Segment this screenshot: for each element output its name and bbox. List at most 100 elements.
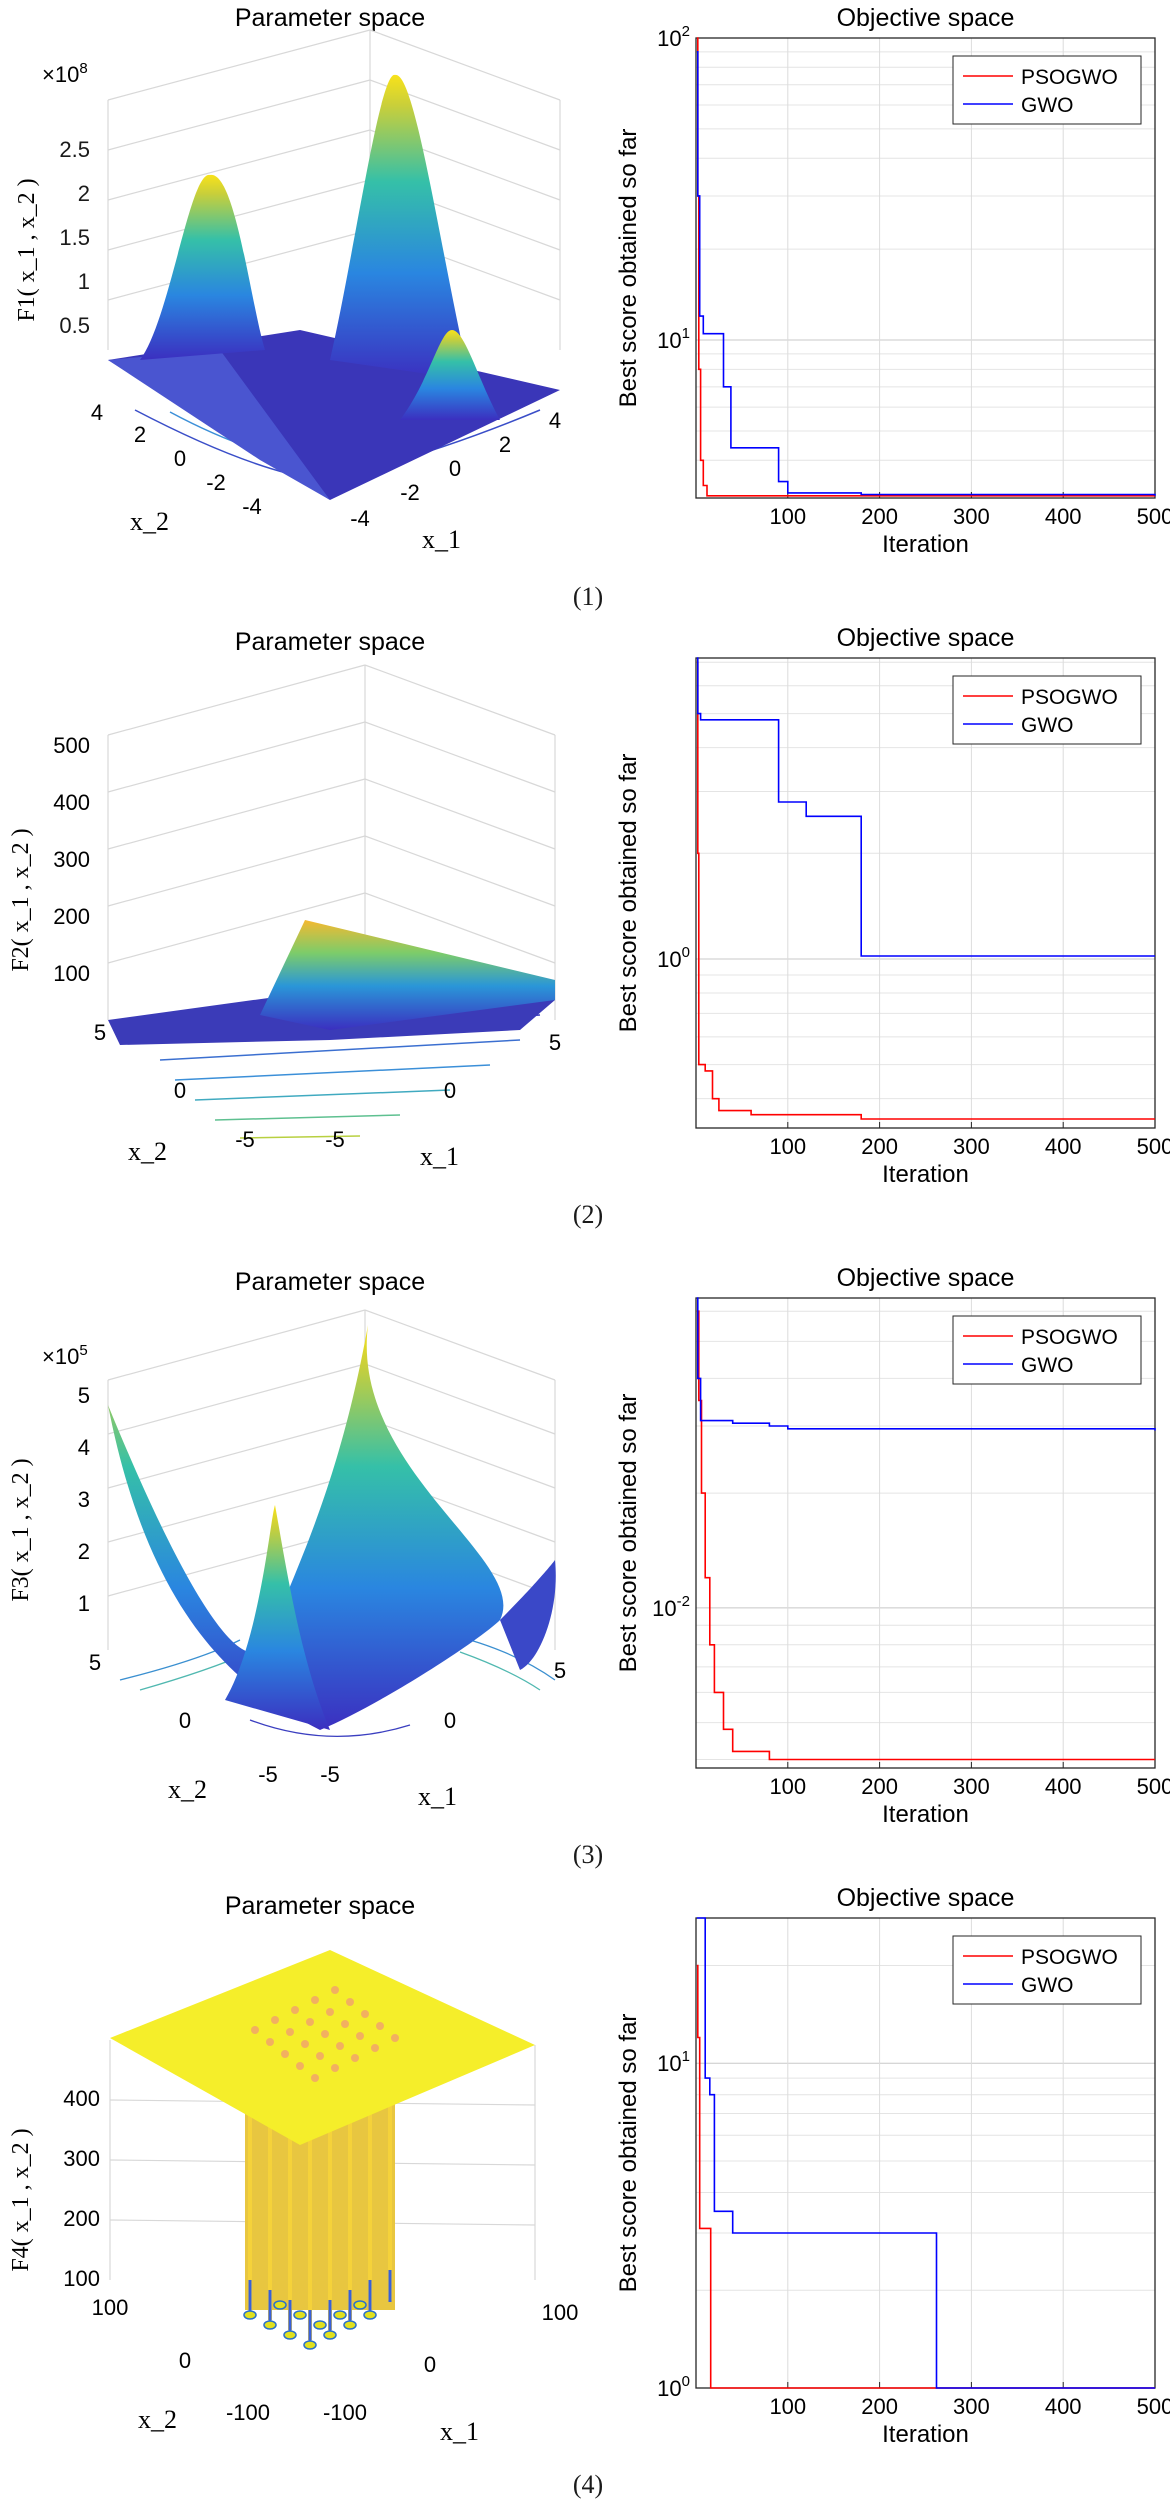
legend-label: PSOGWO: [1021, 66, 1118, 89]
z-axis-label: F4( x_1 , x_2 ): [8, 2128, 34, 2271]
plane-holes: [251, 1986, 399, 2082]
legend-label: GWO: [1021, 94, 1074, 117]
svg-text:300: 300: [53, 847, 90, 872]
svg-text:500: 500: [53, 733, 90, 758]
x-ticks: -4 -2 0 2 4: [350, 408, 561, 531]
svg-text:0: 0: [444, 1078, 456, 1103]
y-ticks: 5 0 -5: [89, 1650, 278, 1787]
surface-plot-f1: Parameter space ×108: [14, 4, 561, 554]
svg-text:100: 100: [53, 961, 90, 986]
svg-text:0: 0: [449, 456, 461, 481]
y-axis-label: Best score obtained so far: [615, 2014, 642, 2293]
x-tick-label: 200: [861, 1134, 898, 1159]
surface-peak: [140, 174, 265, 360]
svg-text:5: 5: [549, 1030, 561, 1055]
z-ticks: 500 400 300 200 100: [53, 733, 90, 986]
series-line-psogwo: [696, 661, 1155, 1120]
z-exponent: ×105: [42, 1342, 88, 1369]
svg-text:0: 0: [174, 446, 186, 471]
objective-plot-1: Objective space 100 200 300 400 500 101 102 Iter…: [615, 4, 1170, 558]
svg-text:100: 100: [92, 2295, 129, 2320]
z-ticks: 2.5 2 1.5 1 0.5: [59, 137, 90, 338]
svg-text:-5: -5: [320, 1762, 340, 1787]
y-tick-label: 100: [657, 944, 690, 972]
y-axis-label: Best score obtained so far: [615, 129, 642, 408]
legend-label: GWO: [1021, 1354, 1074, 1377]
svg-text:300: 300: [63, 2146, 100, 2171]
x-tick-label: 400: [1045, 1774, 1082, 1799]
x-ticks: -100 0 100: [323, 2300, 578, 2425]
y-tick-label: 10-2: [652, 1593, 690, 1621]
svg-text:-2: -2: [206, 470, 226, 495]
objective-plot-2: Objective space 100 200 300 400 500 100 Iterati…: [615, 624, 1170, 1188]
svg-text:5: 5: [78, 1383, 90, 1408]
objective-plot-4: Objective space 100 200 300 400 500 100 101 Iter…: [615, 1884, 1170, 2448]
series-line-gwo: [696, 657, 1155, 957]
series-line-gwo: [696, 1297, 1156, 1431]
x-tick-label: 100: [769, 1134, 806, 1159]
x-tick-label: 300: [953, 1134, 990, 1159]
surface-plot-f4: Parameter space: [8, 1892, 578, 2446]
surface-bowl: [500, 1560, 556, 1670]
x-axis-label: x_1: [420, 1142, 459, 1171]
svg-text:-4: -4: [350, 506, 370, 531]
x-tick-label: 500: [1137, 1134, 1170, 1159]
surface-peak: [330, 74, 470, 380]
svg-text:2: 2: [499, 432, 511, 457]
legend-label: PSOGWO: [1021, 1946, 1118, 1969]
svg-text:-2: -2: [400, 480, 420, 505]
svg-text:-5: -5: [325, 1127, 345, 1152]
svg-text:1: 1: [78, 269, 90, 294]
surface-title: Parameter space: [225, 1892, 415, 1920]
figure-row-4: Parameter space: [0, 1880, 1176, 2500]
y-tick-label: 101: [657, 2048, 690, 2076]
x-axis-label: x_1: [418, 1782, 457, 1811]
svg-text:5: 5: [94, 1020, 106, 1045]
surface-spikes: [243, 2100, 395, 2350]
x-tick-label: 100: [769, 2394, 806, 2419]
y-axis-label: x_2: [128, 1137, 167, 1166]
svg-text:400: 400: [53, 790, 90, 815]
figure-caption: (2): [572, 1200, 604, 1229]
z-exponent: ×108: [42, 60, 88, 87]
legend: [952, 675, 1142, 745]
svg-text:-5: -5: [235, 1127, 255, 1152]
z-axis-label: F1( x_1 , x_2 ): [14, 178, 40, 321]
figure-row-1: Parameter space ×108: [0, 0, 1176, 620]
svg-text:2: 2: [78, 181, 90, 206]
figure-caption: (3): [572, 1840, 604, 1869]
x-ticks: -5 0 5: [325, 1030, 561, 1152]
legend-label: GWO: [1021, 1974, 1074, 1997]
figure-caption: (4): [572, 2470, 604, 2499]
x-axis-label: x_1: [440, 2417, 479, 2446]
svg-text:1.5: 1.5: [59, 225, 90, 250]
x-tick-label: 300: [953, 504, 990, 529]
surface-title: Parameter space: [235, 628, 425, 656]
figure-caption: (1): [572, 582, 604, 611]
series-line-gwo: [696, 1917, 1155, 2389]
x-tick-label: 200: [861, 2394, 898, 2419]
y-axis-label: x_2: [138, 2405, 177, 2434]
surface-peak: [400, 330, 500, 420]
svg-text:0: 0: [424, 2352, 436, 2377]
x-tick-label: 500: [1137, 1774, 1170, 1799]
legend-label: PSOGWO: [1021, 686, 1118, 709]
svg-text:-4: -4: [242, 494, 262, 519]
figure-row-2: Parameter space: [0, 620, 1176, 1240]
svg-text:1: 1: [78, 1591, 90, 1616]
surface-plot-f3: Parameter space ×105: [8, 1268, 566, 1811]
z-ticks: 400 300 200 100: [63, 2086, 100, 2291]
legend: [952, 1935, 1142, 2005]
svg-text:100: 100: [63, 2266, 100, 2291]
z-axis-label: F3( x_1 , x_2 ): [8, 1458, 34, 1601]
figure-row-3: Parameter space ×105: [0, 1260, 1176, 1880]
x-tick-label: 100: [769, 504, 806, 529]
x-ticks: -5 0 5: [320, 1658, 566, 1787]
svg-text:-100: -100: [323, 2400, 367, 2425]
legend: [952, 1315, 1142, 1385]
svg-text:2: 2: [78, 1539, 90, 1564]
y-tick-label: 100: [657, 2373, 690, 2401]
series-line-psogwo: [696, 1964, 1155, 2389]
surface-sheet: [260, 920, 555, 1030]
svg-text:200: 200: [63, 2206, 100, 2231]
